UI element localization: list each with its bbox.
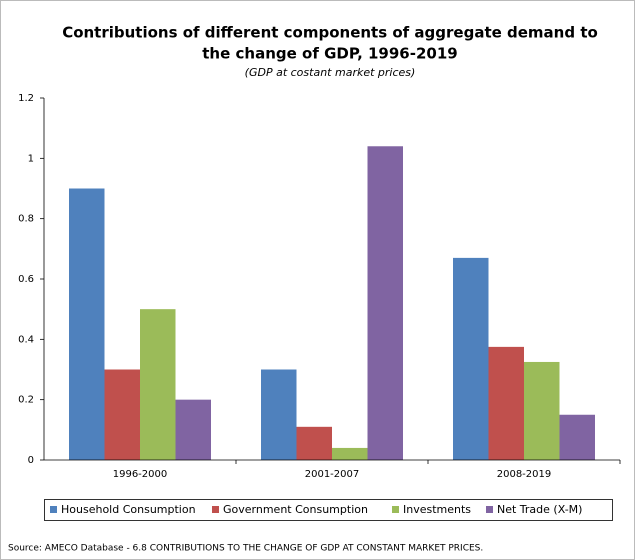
x-tick-label: 2008-2019 xyxy=(497,469,552,480)
legend-swatch xyxy=(50,506,57,513)
source-note: Source: AMECO Database - 6.8 CONTRIBUTIO… xyxy=(8,544,483,554)
y-tick-label: 0 xyxy=(28,455,34,466)
x-tick-label: 1996-2000 xyxy=(113,469,168,480)
y-tick-label: 0.6 xyxy=(18,274,34,285)
bar xyxy=(524,361,560,460)
y-tick-label: 0.8 xyxy=(18,214,34,225)
bar xyxy=(104,369,140,460)
legend-swatch xyxy=(486,506,493,513)
legend-label: Investments xyxy=(403,503,471,516)
legend-swatch xyxy=(392,506,399,513)
bar xyxy=(488,346,524,460)
chart-title-line: the change of GDP, 1996-2019 xyxy=(202,45,457,63)
bar xyxy=(140,309,176,460)
chart-title-line: Contributions of different components of… xyxy=(62,24,598,42)
y-tick-label: 1.2 xyxy=(18,93,34,104)
bar xyxy=(367,146,403,460)
chart-subtitle: (GDP at costant market prices) xyxy=(245,66,416,79)
y-tick-label: 1 xyxy=(28,153,34,164)
legend-label: Household Consumption xyxy=(61,503,196,516)
bar xyxy=(69,188,105,460)
bar xyxy=(332,447,368,460)
bar xyxy=(261,369,297,460)
bar xyxy=(175,399,211,460)
legend-label: Net Trade (X-M) xyxy=(497,503,582,516)
bar xyxy=(559,414,595,460)
bar xyxy=(453,257,489,460)
legend-label: Government Consumption xyxy=(223,503,368,516)
legend-swatch xyxy=(212,506,219,513)
y-tick-label: 0.4 xyxy=(18,334,34,345)
y-tick-label: 0.2 xyxy=(18,395,34,406)
legend-box xyxy=(44,499,613,521)
bar xyxy=(296,426,332,460)
x-tick-label: 2001-2007 xyxy=(305,469,360,480)
